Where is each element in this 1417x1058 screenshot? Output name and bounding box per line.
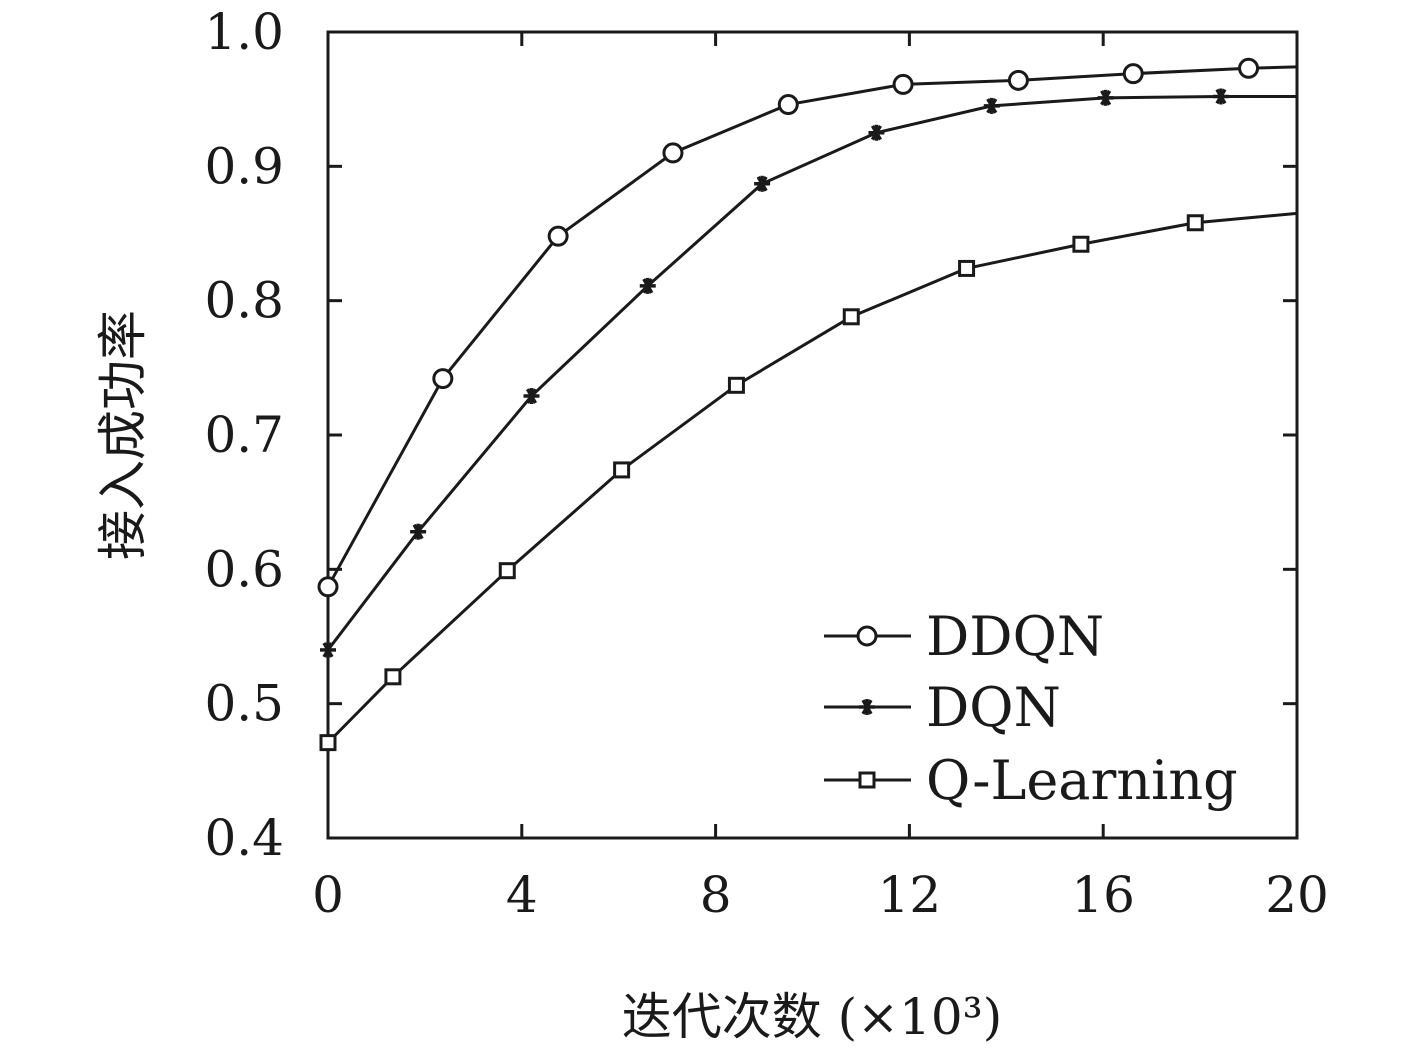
legend-label-q-learning: Q-Learning (926, 749, 1238, 812)
data-point-q-learning (319, 734, 337, 752)
data-point-dqn (1097, 89, 1114, 106)
y-tick-label: 0.5 (204, 675, 284, 733)
data-point-q-learning (1072, 235, 1090, 253)
data-point-dqn (410, 523, 427, 540)
data-point-dqn (868, 124, 885, 141)
legend-marker-dqn (859, 699, 875, 715)
data-point-ddqn (1238, 57, 1260, 79)
plot-area-frame (326, 30, 1299, 840)
y-tick-label: 0.7 (204, 406, 284, 464)
data-point-dqn (639, 277, 656, 294)
data-point-dqn (320, 641, 336, 658)
axis-ticks: 0 4 8 12 16 20 0.4 0.5 0.6 0.7 0.8 0.9 1.0 (204, 3, 1328, 924)
data-point-q-learning (498, 562, 516, 580)
data-point-ddqn (662, 142, 684, 164)
data-point-ddqn (547, 225, 569, 247)
y-tick-label: 0.4 (204, 809, 284, 867)
data-point-dqn (983, 97, 1000, 114)
series-line-ddqn (326, 65, 1298, 588)
y-tick-label: 1.0 (204, 3, 284, 61)
legend-marker-ddqn (856, 625, 878, 647)
data-point-ddqn (317, 576, 339, 598)
x-axis-title: 迭代次数 (×10³) (622, 988, 1002, 1046)
x-tick-label: 4 (506, 866, 538, 924)
data-point-ddqn (432, 368, 454, 390)
data-point-dqn (1212, 88, 1229, 105)
data-point-q-learning (958, 259, 976, 277)
legend-label-ddqn: DDQN (926, 605, 1104, 668)
data-point-q-learning (1186, 214, 1204, 232)
data-point-dqn (754, 175, 771, 192)
y-tick-label: 0.9 (204, 137, 284, 195)
y-tick-label: 0.8 (204, 272, 284, 330)
series-line-q-learning (326, 211, 1298, 744)
data-point-dqn (523, 388, 540, 405)
x-tick-label: 12 (878, 866, 942, 924)
data-point-q-learning (842, 308, 860, 326)
legend-marker-q-learning (858, 771, 876, 789)
y-axis-title: 接入成功率 (94, 310, 152, 560)
x-tick-label: 0 (312, 866, 344, 924)
series-line-dqn (326, 94, 1297, 651)
data-point-q-learning (613, 461, 631, 479)
legend-label-dqn: DQN (926, 676, 1061, 739)
series-layer (317, 57, 1298, 752)
data-point-q-learning (384, 668, 402, 686)
data-point-ddqn (892, 73, 914, 95)
data-point-ddqn (777, 94, 799, 116)
x-tick-label: 16 (1071, 866, 1135, 924)
data-point-ddqn (1007, 69, 1029, 91)
y-tick-label: 0.6 (204, 540, 284, 598)
x-tick-label: 20 (1265, 866, 1329, 924)
x-tick-label: 8 (700, 866, 732, 924)
data-point-q-learning (727, 376, 745, 394)
data-point-ddqn (1122, 63, 1144, 85)
legend: DDQN DQN Q-Learning (824, 605, 1238, 812)
